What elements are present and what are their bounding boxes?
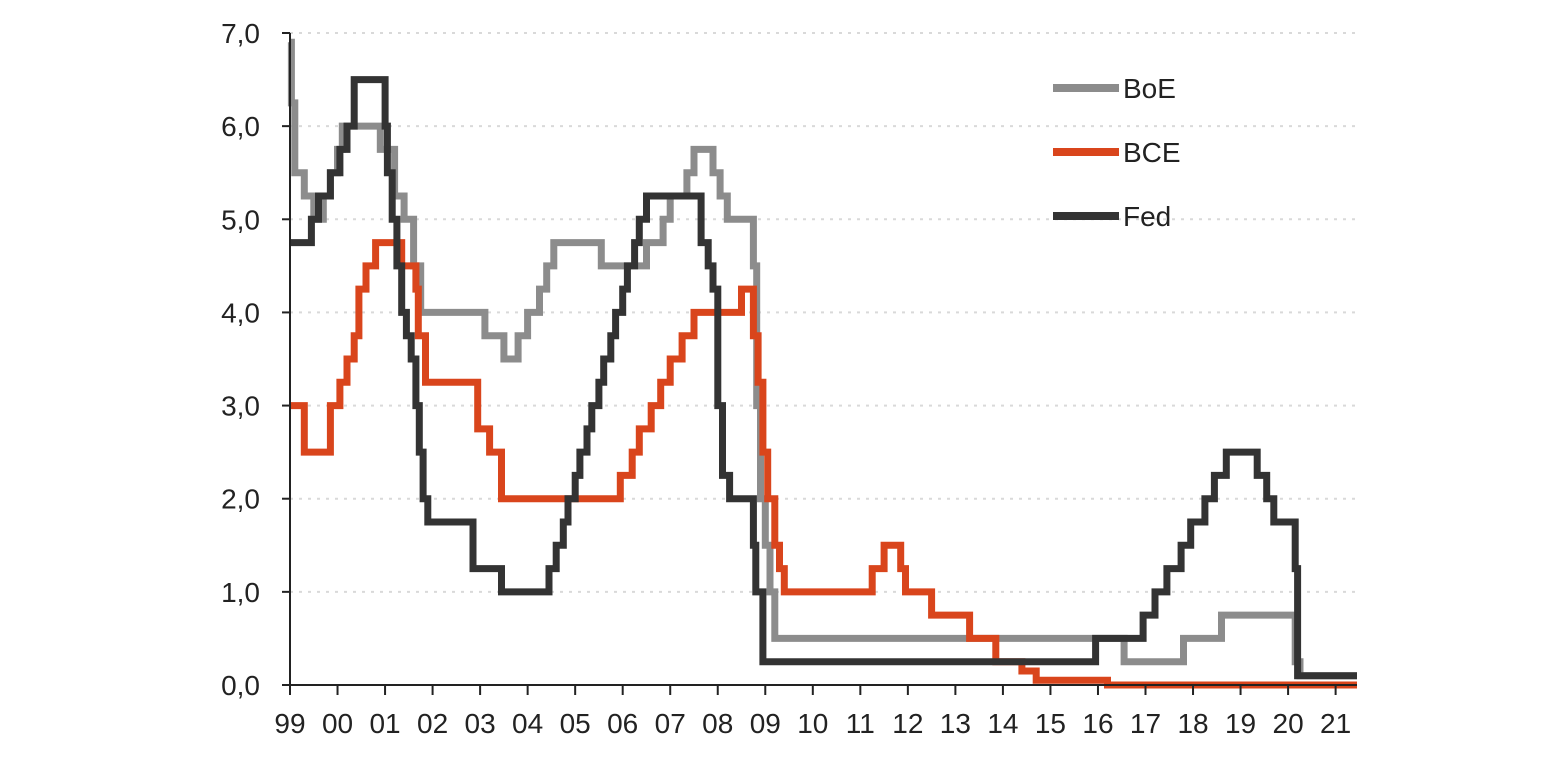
x-axis-ticks: 99 00 01 02 03 04 05 06 07 08 09 10 11 12 13 14 15 16 17 18… (274, 685, 1351, 739)
y-tick-label: 1,0 (221, 577, 260, 608)
y-tick-label: 2,0 (221, 484, 260, 515)
x-tick-label: 13 (940, 708, 971, 739)
x-tick-label: 16 (1082, 708, 1113, 739)
x-tick-label: 15 (1035, 708, 1066, 739)
legend: BoE BCE Fed (1053, 73, 1181, 232)
x-tick-label: 20 (1273, 708, 1304, 739)
x-tick-label: 19 (1225, 708, 1256, 739)
y-tick-label: 3,0 (221, 391, 260, 422)
legend-label-bce: BCE (1123, 137, 1181, 168)
legend-label-fed: Fed (1123, 201, 1171, 232)
y-axis-ticks: 0,0 1,0 2,0 3,0 4,0 5,0 6,0 7,0 (221, 18, 290, 701)
series-line-boe (287, 38, 1357, 680)
x-tick-label: 11 (846, 708, 875, 739)
y-tick-label: 4,0 (221, 297, 260, 328)
y-tick-label: 5,0 (221, 204, 260, 235)
x-tick-label: 17 (1130, 708, 1161, 739)
x-tick-label: 05 (560, 708, 591, 739)
x-tick-label: 04 (512, 708, 543, 739)
x-tick-label: 18 (1177, 708, 1208, 739)
series-line-fed (290, 76, 1357, 680)
x-tick-label: 07 (655, 708, 686, 739)
y-tick-label: 0,0 (221, 670, 260, 701)
x-tick-label: 09 (750, 708, 781, 739)
x-tick-label: 02 (417, 708, 448, 739)
y-tick-label: 6,0 (221, 111, 260, 142)
x-tick-label: 14 (987, 708, 1018, 739)
x-tick-label: 08 (702, 708, 733, 739)
x-tick-label: 00 (322, 708, 353, 739)
x-tick-label: 01 (369, 708, 400, 739)
x-tick-label: 12 (892, 708, 923, 739)
x-tick-label: 06 (607, 708, 638, 739)
x-tick-label: 21 (1320, 708, 1351, 739)
series-lines (287, 38, 1357, 689)
y-tick-label: 7,0 (221, 18, 260, 49)
x-tick-label: 10 (797, 708, 828, 739)
x-tick-label: 03 (465, 708, 496, 739)
x-tick-label: 99 (274, 708, 305, 739)
legend-label-boe: BoE (1123, 73, 1176, 104)
series-line-bce (290, 239, 1357, 689)
axes (289, 33, 1357, 686)
